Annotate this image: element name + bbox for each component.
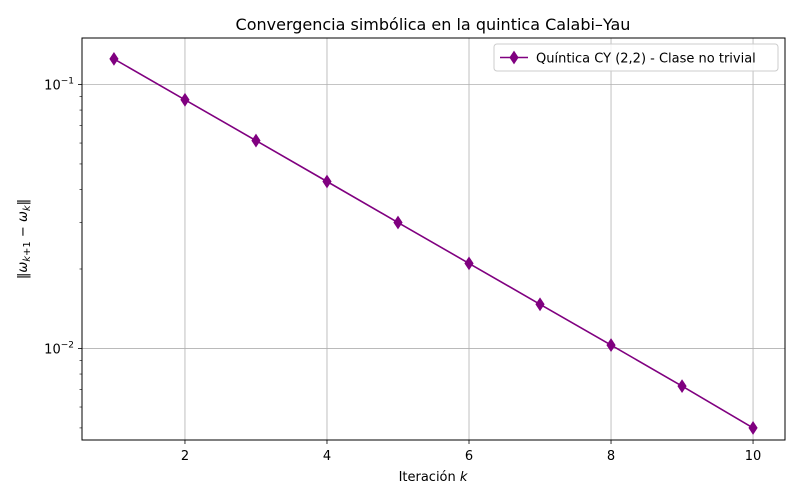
legend-box bbox=[493, 43, 779, 72]
x-tick-label: 10 bbox=[745, 449, 762, 464]
x-tick-label: 8 bbox=[607, 449, 615, 464]
grid bbox=[82, 38, 785, 440]
series-layer bbox=[109, 52, 758, 435]
y-tick-label: 10−2 bbox=[44, 340, 74, 357]
y-tick-label: 10−1 bbox=[44, 76, 74, 93]
data-point-marker bbox=[109, 52, 119, 66]
data-point-marker bbox=[748, 421, 758, 435]
x-tick-label: 4 bbox=[323, 449, 331, 464]
data-point-marker bbox=[464, 256, 474, 271]
plot-frame bbox=[81, 37, 786, 441]
data-point-marker bbox=[322, 174, 332, 189]
x-tick-label: 6 bbox=[465, 449, 473, 464]
data-point-marker bbox=[535, 297, 545, 312]
y-axis-ticks: 10−2 10−1 bbox=[44, 76, 82, 429]
x-axis-ticks: 2 4 6 8 10 bbox=[181, 440, 761, 464]
x-axis-label: Iteración k bbox=[399, 470, 468, 485]
series-line bbox=[113, 58, 754, 429]
data-point-marker bbox=[393, 215, 403, 230]
data-point-marker bbox=[251, 133, 261, 148]
data-point-marker bbox=[606, 338, 616, 352]
legend-label: Quíntica CY (2,2) - Clase no trivial bbox=[536, 52, 756, 67]
chart-title: Convergencia simbólica en la quintica Ca… bbox=[236, 15, 631, 34]
legend: Quíntica CY (2,2) - Clase no trivial bbox=[493, 43, 779, 72]
x-tick-label: 2 bbox=[181, 449, 189, 464]
data-point-marker bbox=[180, 92, 190, 107]
legend-marker bbox=[509, 50, 519, 65]
data-point-marker bbox=[677, 379, 687, 394]
